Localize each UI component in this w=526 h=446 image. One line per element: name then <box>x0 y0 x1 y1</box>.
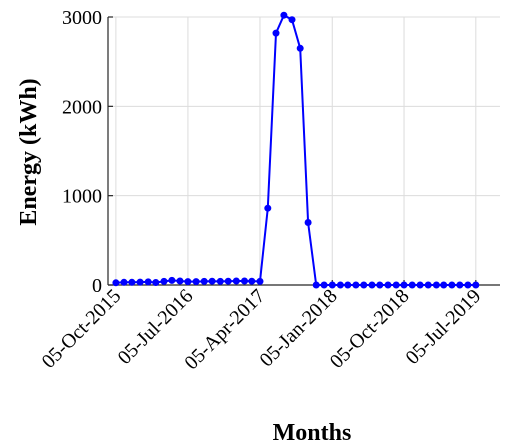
data-point <box>400 281 408 289</box>
data-point <box>368 281 376 289</box>
data-point <box>408 281 416 289</box>
y-axis-label: Energy (kWh) <box>16 78 42 225</box>
data-point <box>384 281 392 289</box>
data-point <box>208 277 216 285</box>
data-point <box>472 281 480 289</box>
data-point <box>152 279 160 286</box>
data-point <box>192 278 200 286</box>
series-line <box>115 13 476 286</box>
data-point <box>112 279 120 287</box>
data-point <box>232 277 240 285</box>
data-point <box>224 277 232 285</box>
data-point <box>176 277 184 285</box>
data-point <box>360 281 368 289</box>
data-point <box>216 277 224 285</box>
data-point <box>416 281 424 289</box>
data-point <box>241 277 248 285</box>
data-point <box>120 278 128 286</box>
data-point <box>304 219 312 226</box>
data-point <box>432 281 440 289</box>
grid <box>108 16 500 286</box>
data-point <box>320 281 328 289</box>
data-point <box>144 278 152 286</box>
x-tick-labels: 05-Oct-201505-Jul-201605-Apr-201705-Jan-… <box>38 285 486 374</box>
data-point <box>344 281 352 289</box>
data-point <box>376 281 384 289</box>
data-point <box>440 281 448 289</box>
data-point <box>424 281 432 289</box>
data-point <box>264 204 272 212</box>
data-point <box>280 11 288 19</box>
data-point <box>464 281 472 289</box>
data-point <box>352 281 360 289</box>
data-point <box>168 276 176 284</box>
y-tick-label: 0 <box>92 275 102 297</box>
data-point <box>184 278 192 286</box>
data-point <box>128 278 136 286</box>
data-point <box>272 29 280 37</box>
x-tick-label: 05-Oct-2015 <box>38 285 126 373</box>
y-tick-label: 2000 <box>62 96 102 118</box>
data-point <box>256 277 264 285</box>
data-point <box>312 281 320 289</box>
x-axis-label: Months <box>273 420 352 446</box>
data-point <box>392 281 400 289</box>
data-point <box>328 281 336 289</box>
x-tick-label: 05-Jul-2019 <box>401 285 485 369</box>
y-tick-labels: 0 1000 2000 3000 <box>62 7 102 297</box>
data-point <box>448 281 456 289</box>
data-point <box>160 277 168 285</box>
data-point <box>136 278 144 286</box>
data-point <box>288 16 296 24</box>
data-point <box>200 277 208 285</box>
data-point <box>248 277 256 285</box>
y-tick-label: 3000 <box>62 7 102 29</box>
data-series <box>112 11 480 289</box>
data-point <box>336 281 344 289</box>
data-point <box>456 281 464 289</box>
y-tick-label: 1000 <box>62 186 102 208</box>
data-point <box>296 44 304 52</box>
